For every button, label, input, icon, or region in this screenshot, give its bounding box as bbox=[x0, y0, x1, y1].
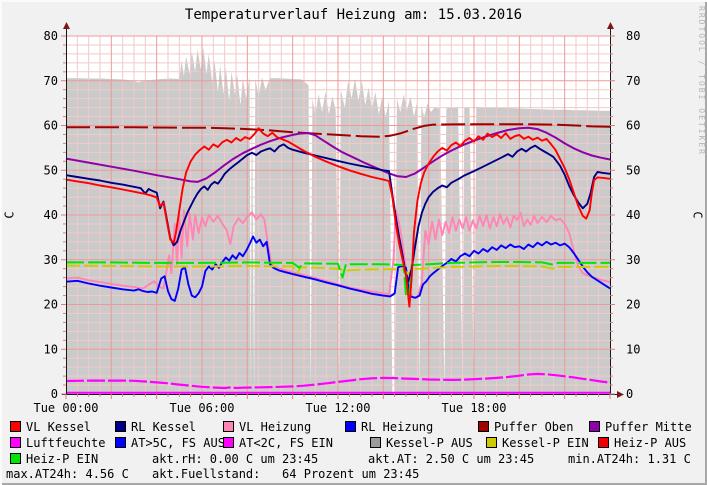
legend-puffer-mitte-swatch bbox=[589, 421, 600, 432]
y-axis-label-right: 60 bbox=[626, 119, 640, 133]
legend-rl-heizung: RL Heizung bbox=[345, 419, 434, 434]
y-axis-label-left: 30 bbox=[44, 253, 58, 267]
legend-heiz-p-ein-label: Heiz-P EIN bbox=[26, 451, 99, 466]
legend-luftfeuchte-swatch bbox=[10, 437, 21, 448]
legend-luftfeuchte: Luftfeuchte bbox=[10, 435, 106, 450]
axis-arrow-right bbox=[617, 391, 624, 398]
stat-akt-at: akt.AT: 2.50 C um 23:45 bbox=[368, 451, 535, 466]
series-vl-kessel bbox=[65, 127, 611, 308]
legend-kessel-p-aus-label: Kessel-P AUS bbox=[386, 435, 473, 450]
legend-at-gt5c-fs-aus: AT>5C, FS AUS bbox=[115, 435, 225, 450]
y-axis-label-right: 70 bbox=[626, 74, 640, 88]
legend-puffer-oben: Puffer Oben bbox=[478, 419, 574, 434]
series-puffer-oben bbox=[66, 123, 611, 138]
legend-heiz-p-aus-swatch bbox=[598, 437, 609, 448]
legend-heiz-p-ein-swatch bbox=[10, 453, 21, 464]
y-axis-label-left: 80 bbox=[44, 29, 58, 43]
legend-kessel-p-ein: Kessel-P EIN bbox=[486, 435, 589, 450]
legend-puffer-oben-swatch bbox=[478, 421, 489, 432]
y-axis-label-left: 50 bbox=[44, 163, 58, 177]
stat-fuellstand-label: akt.Fuellstand: 64 Prozent um 23:45 bbox=[152, 466, 420, 481]
legend-kessel-p-aus-swatch bbox=[370, 437, 381, 448]
legend-vl-kessel-label: VL Kessel bbox=[26, 419, 92, 434]
legend-rl-heizung-label: RL Heizung bbox=[361, 419, 434, 434]
legend-at-lt2c-fs-ein-label: AT<2C, FS EIN bbox=[239, 435, 333, 450]
stat-min-at24h-label: min.AT24h: 1.31 C bbox=[568, 451, 691, 466]
legend-at-gt5c-fs-aus-swatch bbox=[115, 437, 126, 448]
axis-arrow-up-right bbox=[607, 22, 614, 29]
legend-heiz-p-aus: Heiz-P AUS bbox=[598, 435, 687, 450]
stat-min-at24h: min.AT24h: 1.31 C bbox=[568, 451, 691, 466]
legend-rl-heizung-swatch bbox=[345, 421, 356, 432]
x-axis-label: Tue 12:00 bbox=[305, 401, 370, 415]
y-axis-label-right: 80 bbox=[626, 29, 640, 43]
x-axis-label: Tue 00:00 bbox=[33, 401, 98, 415]
legend-vl-heizung-swatch bbox=[223, 421, 234, 432]
rrdtool-watermark: RRDTOOL / TOBI OETIKER bbox=[697, 6, 706, 156]
legend-at-gt5c-fs-aus-label: AT>5C, FS AUS bbox=[131, 435, 225, 450]
legend-kessel-p-aus: Kessel-P AUS bbox=[370, 435, 473, 450]
y-axis-label-right: 20 bbox=[626, 298, 640, 312]
stat-akt-rh-label: akt.rH: 0.00 C um 23:45 bbox=[152, 451, 319, 466]
chart-title: Temperaturverlauf Heizung am: 15.03.2016 bbox=[184, 7, 523, 23]
x-axis-label: Tue 18:00 bbox=[441, 401, 506, 415]
legend-heiz-p-ein: Heiz-P EIN bbox=[10, 451, 99, 466]
series-at-aussentemperatur bbox=[65, 372, 611, 390]
y-axis-label-right: 10 bbox=[626, 342, 640, 356]
y-axis-label-left: 20 bbox=[44, 298, 58, 312]
y-axis-label-right: 30 bbox=[626, 253, 640, 267]
series-vl-heizung bbox=[65, 209, 611, 299]
legend-at-lt2c-fs-ein: AT<2C, FS EIN bbox=[223, 435, 333, 450]
legend-luftfeuchte-label: Luftfeuchte bbox=[26, 435, 106, 450]
legend-vl-kessel-swatch bbox=[10, 421, 21, 432]
y-axis-label-left: 70 bbox=[44, 74, 58, 88]
legend-kessel-p-ein-label: Kessel-P EIN bbox=[502, 435, 589, 450]
y-axis-label-right: 0 bbox=[626, 387, 633, 401]
series-puffer-mitte bbox=[65, 126, 611, 183]
stat-akt-rh: akt.rH: 0.00 C um 23:45 bbox=[152, 451, 319, 466]
y-axis-label-left: 40 bbox=[44, 208, 58, 222]
legend-kessel-p-ein-swatch bbox=[486, 437, 497, 448]
y-axis-label-left: 0 bbox=[51, 387, 58, 401]
legend-puffer-mitte: Puffer Mitte bbox=[589, 419, 692, 434]
legend-rl-kessel-label: RL Kessel bbox=[131, 419, 197, 434]
legend-rl-kessel: RL Kessel bbox=[115, 419, 197, 434]
y-axis-label-left: 60 bbox=[44, 119, 58, 133]
legend-vl-heizung-label: VL Heizung bbox=[239, 419, 312, 434]
legend-puffer-oben-label: Puffer Oben bbox=[494, 419, 574, 434]
y-axis-label-right: 40 bbox=[626, 208, 640, 222]
x-axis-label: Tue 06:00 bbox=[169, 401, 234, 415]
series-rl-kessel bbox=[65, 143, 611, 283]
legend-heiz-p-aus-label: Heiz-P AUS bbox=[614, 435, 687, 450]
series-kessel-p-ein bbox=[65, 264, 610, 276]
series-rl-heizung bbox=[65, 235, 611, 302]
legend-rl-kessel-swatch bbox=[115, 421, 126, 432]
y-axis-label-right: 50 bbox=[626, 163, 640, 177]
stat-fuellstand: akt.Fuellstand: 64 Prozent um 23:45 bbox=[152, 466, 420, 481]
axis-arrow-up-left bbox=[63, 22, 70, 29]
stat-max-at24h: max.AT24h: 4.56 C bbox=[6, 466, 129, 481]
legend-vl-heizung: VL Heizung bbox=[223, 419, 312, 434]
stat-max-at24h-label: max.AT24h: 4.56 C bbox=[6, 466, 129, 481]
series-heiz-p-ein bbox=[66, 261, 610, 297]
stat-akt-at-label: akt.AT: 2.50 C um 23:45 bbox=[368, 451, 535, 466]
legend-vl-kessel: VL Kessel bbox=[10, 419, 92, 434]
y-axis-label-left: 10 bbox=[44, 342, 58, 356]
legend-puffer-mitte-label: Puffer Mitte bbox=[605, 419, 692, 434]
legend-at-lt2c-fs-ein-swatch bbox=[223, 437, 234, 448]
